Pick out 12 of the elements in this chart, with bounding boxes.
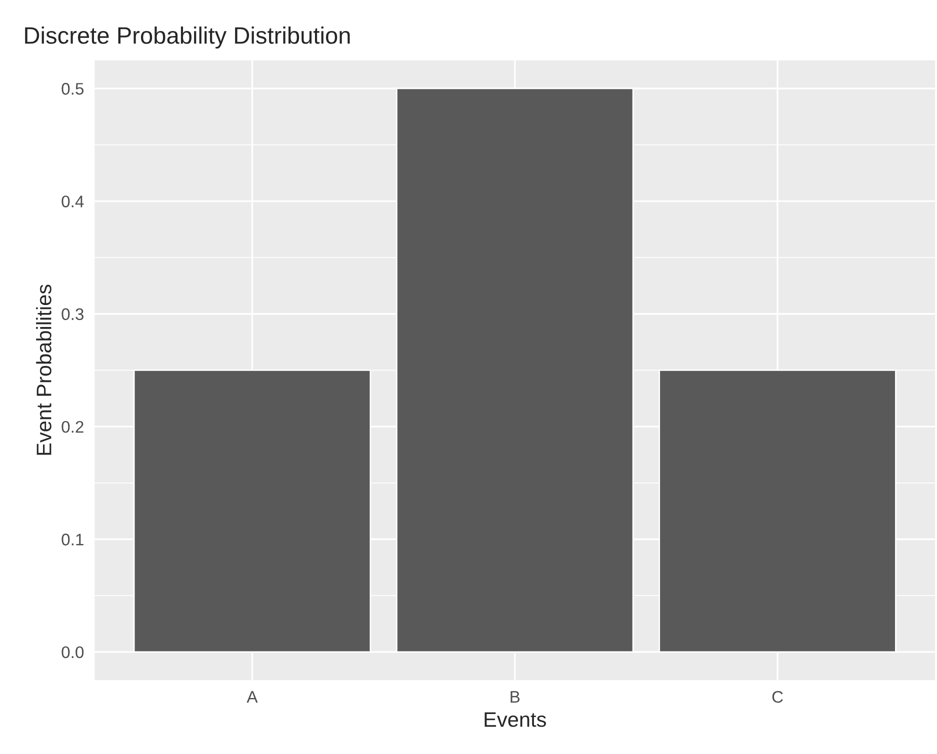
chart-title: Discrete Probability Distribution — [25, 26, 350, 49]
y-tick-label: 0.2 — [62, 420, 84, 433]
y-tick-label: 0.0 — [62, 646, 84, 658]
y-axis-title: Event Probabilities — [36, 284, 52, 455]
x-axis-title: Events — [484, 712, 546, 727]
x-tick-label: A — [246, 691, 258, 703]
y-tick-label: 0.4 — [62, 196, 84, 208]
y-tick-label: 0.3 — [62, 308, 84, 320]
y-tick-label: 0.1 — [62, 534, 84, 546]
x-tick-label: B — [510, 691, 520, 703]
x-tick-label: C — [772, 690, 783, 703]
y-tick-label: 0.5 — [62, 82, 84, 95]
